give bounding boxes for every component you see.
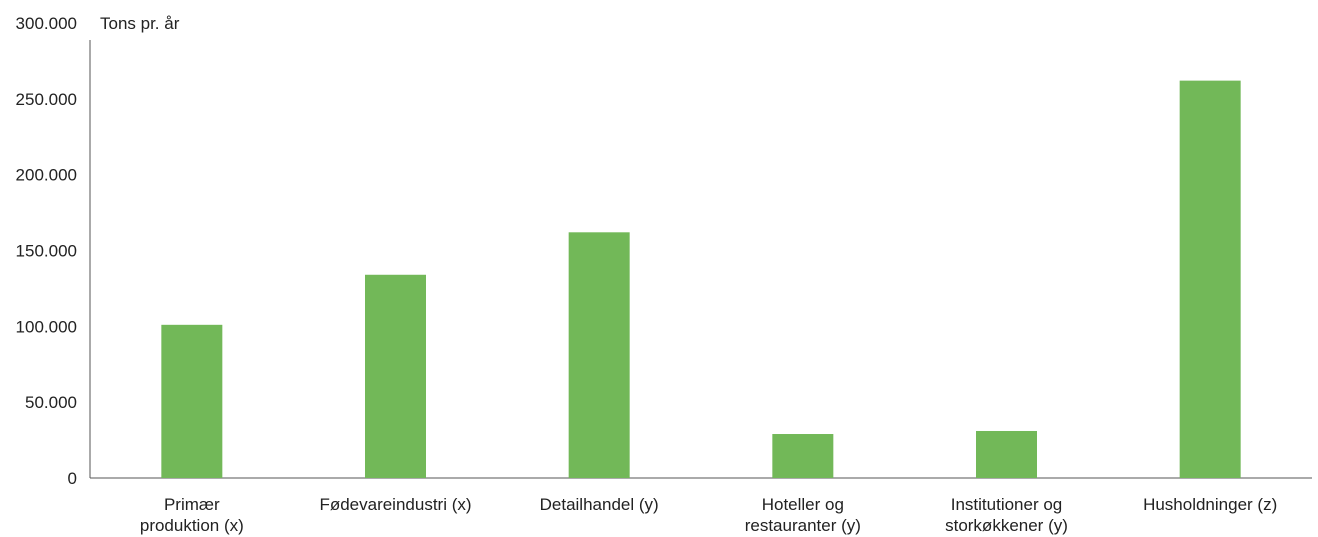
y-tick-label: 300.000 (16, 14, 77, 33)
x-tick-label-line: Fødevareindustri (x) (319, 495, 471, 514)
y-tick-label: 150.000 (16, 242, 77, 261)
x-tick-label: Detailhandel (y) (540, 495, 659, 514)
bar (161, 324, 223, 478)
x-tick-label: Hoteller og restauranter (y) (745, 495, 861, 535)
bars (161, 80, 1241, 478)
x-tick-label-line: Hoteller og (762, 495, 844, 514)
x-tick-label-line: Primær (164, 495, 220, 514)
bar (365, 274, 426, 478)
x-tick-label-line: Husholdninger (z) (1143, 495, 1277, 514)
x-tick-label-line: Institutioner og (951, 495, 1063, 514)
y-unit-label: Tons pr. år (100, 14, 180, 33)
x-tick-labels: Primær produktion (x) Fødevareindustri (x)… (140, 495, 1277, 535)
x-tick-label: Institutioner og storkøkkener (y) (945, 495, 1068, 535)
bar (772, 434, 834, 478)
bar (1179, 80, 1241, 478)
y-tick-labels: 0 50.000 100.000 150.000 200.000 250.000 300.0… (16, 14, 77, 488)
x-tick-label: Fødevareindustri (x) (319, 495, 471, 514)
x-tick-label: Primær produktion (x) (140, 495, 244, 535)
y-tick-label: 200.000 (16, 166, 77, 185)
y-tick-label: 0 (68, 469, 77, 488)
x-tick-label-line: produktion (x) (140, 516, 244, 535)
x-tick-label-line: restauranter (y) (745, 516, 861, 535)
y-tick-label: 100.000 (16, 317, 77, 336)
x-tick-label-line: Detailhandel (y) (540, 495, 659, 514)
bar (976, 430, 1037, 478)
y-tick-label: 50.000 (25, 393, 77, 412)
x-tick-label-line: storkøkkener (y) (945, 516, 1068, 535)
y-tick-label: 250.000 (16, 90, 77, 109)
bar (568, 232, 630, 478)
x-tick-label: Husholdninger (z) (1143, 495, 1277, 514)
